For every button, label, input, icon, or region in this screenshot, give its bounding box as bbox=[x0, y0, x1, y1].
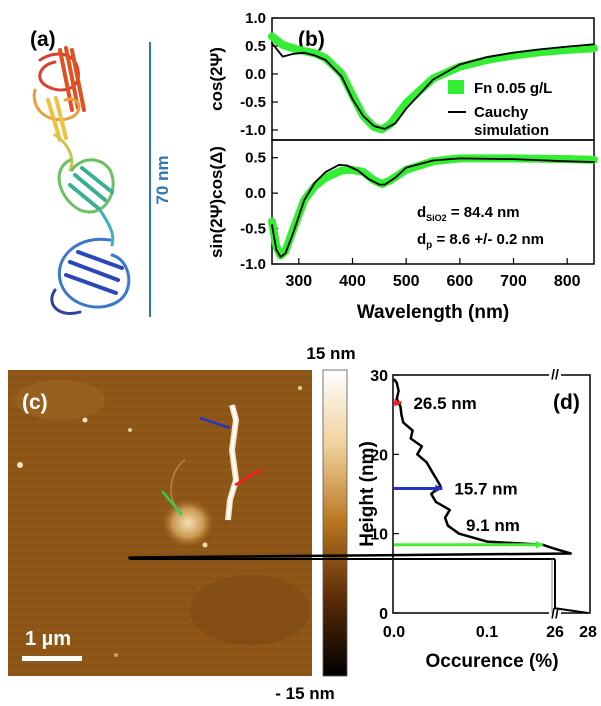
chart-d-xtick: 26 bbox=[546, 624, 564, 641]
chart-d-xticks: 0.0 0.1 26 28 bbox=[383, 624, 597, 641]
axis-break-top: // bbox=[551, 366, 559, 382]
scale-label-70nm: 70 nm bbox=[153, 155, 172, 204]
chart-b-xtick-label: 500 bbox=[393, 273, 420, 290]
chart-b-bottom-frame bbox=[271, 139, 595, 265]
axis-break-top-mask bbox=[549, 364, 561, 378]
panel-d: // // 0 10 20 30 0.0 0.1 26 28 26.5 nm 15.7 … bbox=[128, 364, 597, 672]
chart-b-top-ytick-label: 0.5 bbox=[245, 38, 266, 55]
chart-d-series: 26.5 nm 15.7 nm 9.1 nm bbox=[128, 378, 589, 614]
marker-label: 15.7 nm bbox=[454, 479, 517, 498]
colorbar-max-label: 15 nm bbox=[306, 344, 355, 363]
chart-d-ytick-label: 10 bbox=[370, 527, 388, 544]
protein-aggregate bbox=[162, 499, 214, 547]
chart-b-bottom-ytick-label: 0.5 bbox=[245, 150, 266, 167]
chart-b-top-ylabel: cos(2Ψ) bbox=[207, 47, 226, 111]
chart-b-bottom-ytick-label: -1.0 bbox=[240, 256, 266, 273]
annotation-d-p: dp = 8.6 +/- 0.2 nm bbox=[417, 231, 544, 251]
chart-b-top-ytick-label: 1.0 bbox=[245, 10, 266, 27]
chart-b-annotations: dSiO2 = 84.4 nm dp = 8.6 +/- 0.2 nm bbox=[417, 204, 544, 251]
chart-b-bottom: -1.0 -0.5 0.0 0.5 300 400 500 600 700 800 sin(2Ψ… bbox=[207, 139, 598, 323]
chart-d-ytick-label: 0 bbox=[379, 606, 388, 623]
chart-b-xtick-label: 400 bbox=[339, 273, 366, 290]
chart-d-yticks: 0 10 20 30 bbox=[370, 368, 399, 623]
chart-b-bottom-ytick-label: 0.0 bbox=[245, 185, 266, 202]
chart-d-xlabel: Occurence (%) bbox=[425, 651, 558, 672]
chart-d-ytick-label: 30 bbox=[370, 368, 388, 385]
marker-label: 26.5 nm bbox=[413, 394, 476, 413]
series-cauchy-top bbox=[271, 42, 595, 130]
panel-a-label: (a) bbox=[30, 28, 56, 51]
height-distribution-tail bbox=[554, 559, 589, 614]
panel-b-label: (b) bbox=[298, 28, 325, 51]
chart-d-xtick: 28 bbox=[579, 624, 597, 641]
panel-b: (b) -1.0 -0.5 0.0 0.5 1.0 cos(2Ψ) Fn 0.05 g/… bbox=[207, 10, 598, 323]
axis-break-bottom: // bbox=[551, 605, 559, 621]
chart-b-top: -1.0 -0.5 0.0 0.5 1.0 cos(2Ψ) Fn 0.05 g/L Ca… bbox=[207, 10, 598, 141]
series-fn-top bbox=[268, 32, 598, 134]
chart-b-xtick-label: 300 bbox=[285, 273, 312, 290]
chart-b-top-legend: Fn 0.05 g/L Cauchy simulation bbox=[448, 80, 552, 139]
scale-bar-1um bbox=[22, 656, 82, 661]
protein-structure-image bbox=[32, 46, 131, 315]
chart-d-frame bbox=[392, 374, 591, 614]
annotation-d-sio2: dSiO2 = 84.4 nm bbox=[417, 204, 520, 223]
marker-label: 9.1 nm bbox=[466, 516, 520, 535]
chart-d-xtick: 0.0 bbox=[383, 624, 405, 641]
panel-a: (a) 70 nm bbox=[30, 28, 172, 317]
chart-b-bottom-ytick-label: -0.5 bbox=[240, 221, 266, 238]
marker-arrowhead bbox=[394, 398, 402, 407]
legend-label-cauchy: Cauchy bbox=[474, 104, 529, 121]
chart-b-top-ytick-label: 0.0 bbox=[245, 66, 266, 83]
chart-b-top-ytick-label: -0.5 bbox=[240, 94, 266, 111]
legend-swatch-fn bbox=[448, 80, 464, 94]
height-colorbar bbox=[322, 369, 348, 677]
panel-c-label: (c) bbox=[22, 391, 48, 414]
chart-b-bottom-yticks: -1.0 -0.5 0.0 0.5 bbox=[240, 150, 278, 273]
scale-bar-label: 1 µm bbox=[25, 628, 71, 650]
chart-b-top-ytick-label: -1.0 bbox=[240, 122, 266, 139]
chart-b-bottom-xticks: 300 400 500 600 700 800 bbox=[285, 258, 581, 290]
chart-d-xtick: 0.1 bbox=[476, 624, 498, 641]
chart-b-top-series bbox=[268, 32, 598, 134]
chart-b-xtick-label: 700 bbox=[500, 273, 527, 290]
chart-d-ytick-label: 20 bbox=[370, 447, 388, 464]
legend-label-simulation: simulation bbox=[474, 122, 549, 139]
panel-c: (c) 1 µm 15 nm - 15 nm bbox=[8, 344, 356, 703]
chart-d: // // 0 10 20 30 0.0 0.1 26 28 26.5 nm 15.7 … bbox=[128, 364, 597, 672]
profile-line-red bbox=[234, 467, 263, 487]
marker-arrowhead bbox=[435, 484, 443, 493]
chart-b-xlabel: Wavelength (nm) bbox=[357, 302, 509, 323]
afm-image bbox=[8, 370, 312, 676]
series-cauchy-bottom bbox=[271, 157, 595, 258]
chart-b-xtick-label: 600 bbox=[446, 273, 473, 290]
legend-label-fn: Fn 0.05 g/L bbox=[474, 80, 552, 97]
panel-d-label: (d) bbox=[553, 391, 580, 414]
colorbar-min-label: - 15 nm bbox=[275, 684, 335, 703]
chart-b-bottom-ylabel: sin(2Ψ)cos(Δ) bbox=[207, 146, 226, 258]
chart-b-bottom-series bbox=[268, 154, 598, 260]
chart-b-xtick-label: 800 bbox=[554, 273, 581, 290]
profile-line-blue bbox=[199, 416, 231, 430]
marker-arrowhead bbox=[535, 540, 543, 549]
profile-line-green bbox=[161, 490, 183, 516]
chart-d-ylabel: Height (nm) bbox=[357, 441, 378, 547]
